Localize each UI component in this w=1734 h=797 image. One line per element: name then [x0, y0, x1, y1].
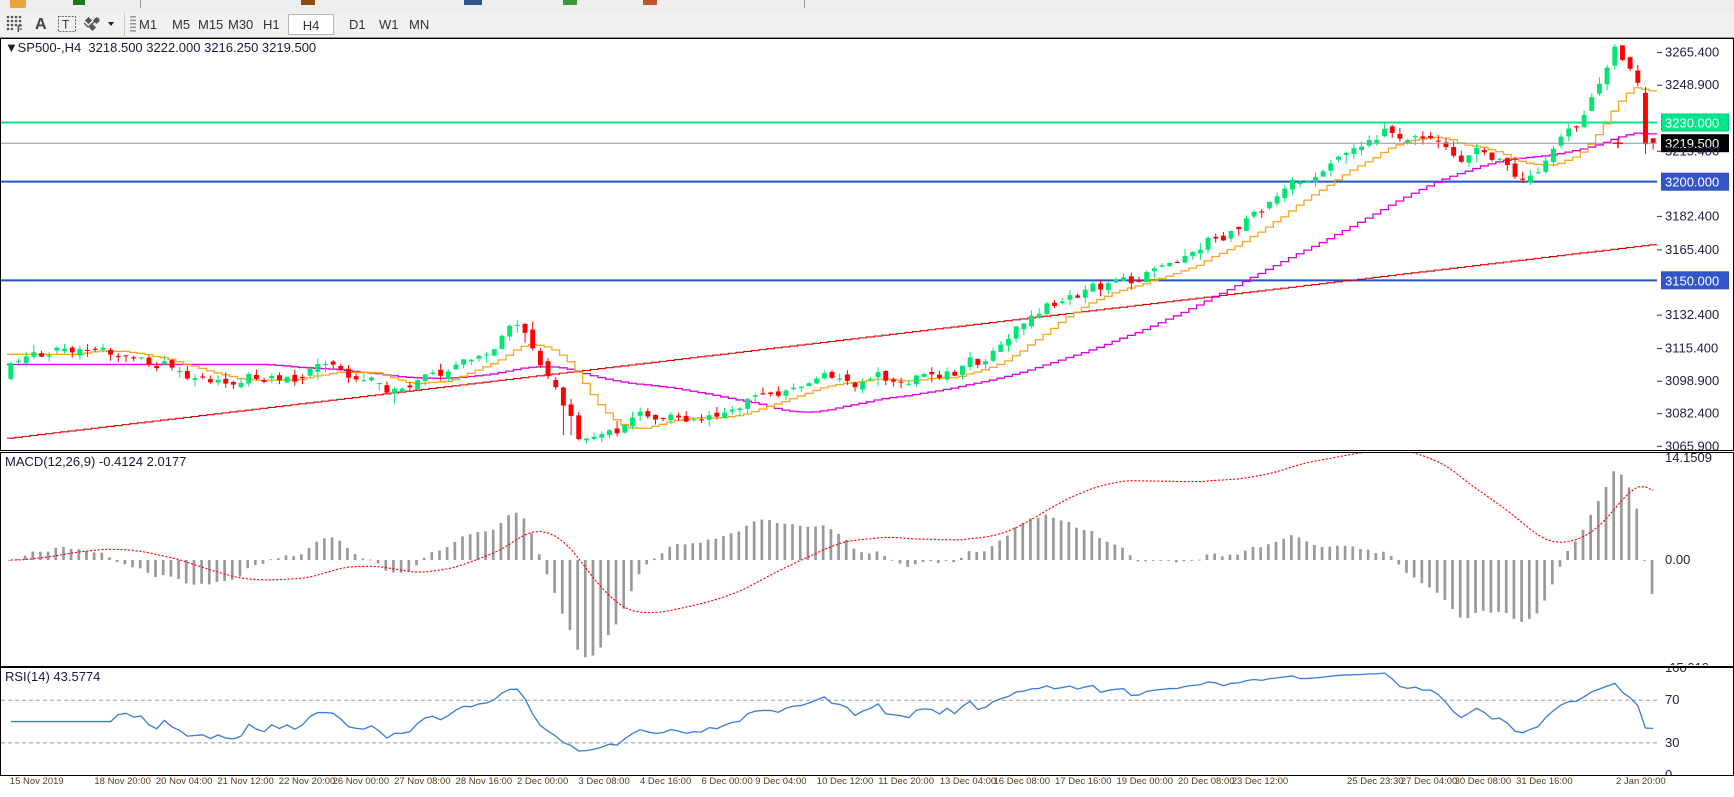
svg-text:3265.400: 3265.400 — [1665, 45, 1719, 60]
svg-text:3098.900: 3098.900 — [1665, 373, 1719, 388]
svg-text:30: 30 — [1665, 735, 1679, 750]
svg-text:3065.900: 3065.900 — [1665, 438, 1719, 451]
svg-text:100: 100 — [1665, 668, 1687, 675]
svg-text:3248.900: 3248.900 — [1665, 77, 1719, 92]
svg-text:3215.400: 3215.400 — [1665, 143, 1719, 158]
svg-text:T: T — [62, 18, 70, 32]
svg-text:3182.400: 3182.400 — [1665, 208, 1719, 223]
svg-text:3115.400: 3115.400 — [1665, 341, 1718, 356]
svg-text:14.1509: 14.1509 — [1665, 453, 1712, 465]
svg-text:70: 70 — [1665, 692, 1679, 707]
svg-text:F: F — [17, 24, 23, 34]
svg-text:3165.400: 3165.400 — [1665, 242, 1719, 257]
svg-text:3082.400: 3082.400 — [1665, 406, 1719, 421]
svg-text:3230.000: 3230.000 — [1665, 116, 1719, 131]
svg-text:3150.000: 3150.000 — [1665, 273, 1719, 288]
svg-text:3132.400: 3132.400 — [1665, 307, 1719, 322]
svg-text:-15.019: -15.019 — [1665, 660, 1709, 665]
svg-text:0.00: 0.00 — [1665, 552, 1690, 567]
svg-text:3200.000: 3200.000 — [1665, 175, 1719, 190]
